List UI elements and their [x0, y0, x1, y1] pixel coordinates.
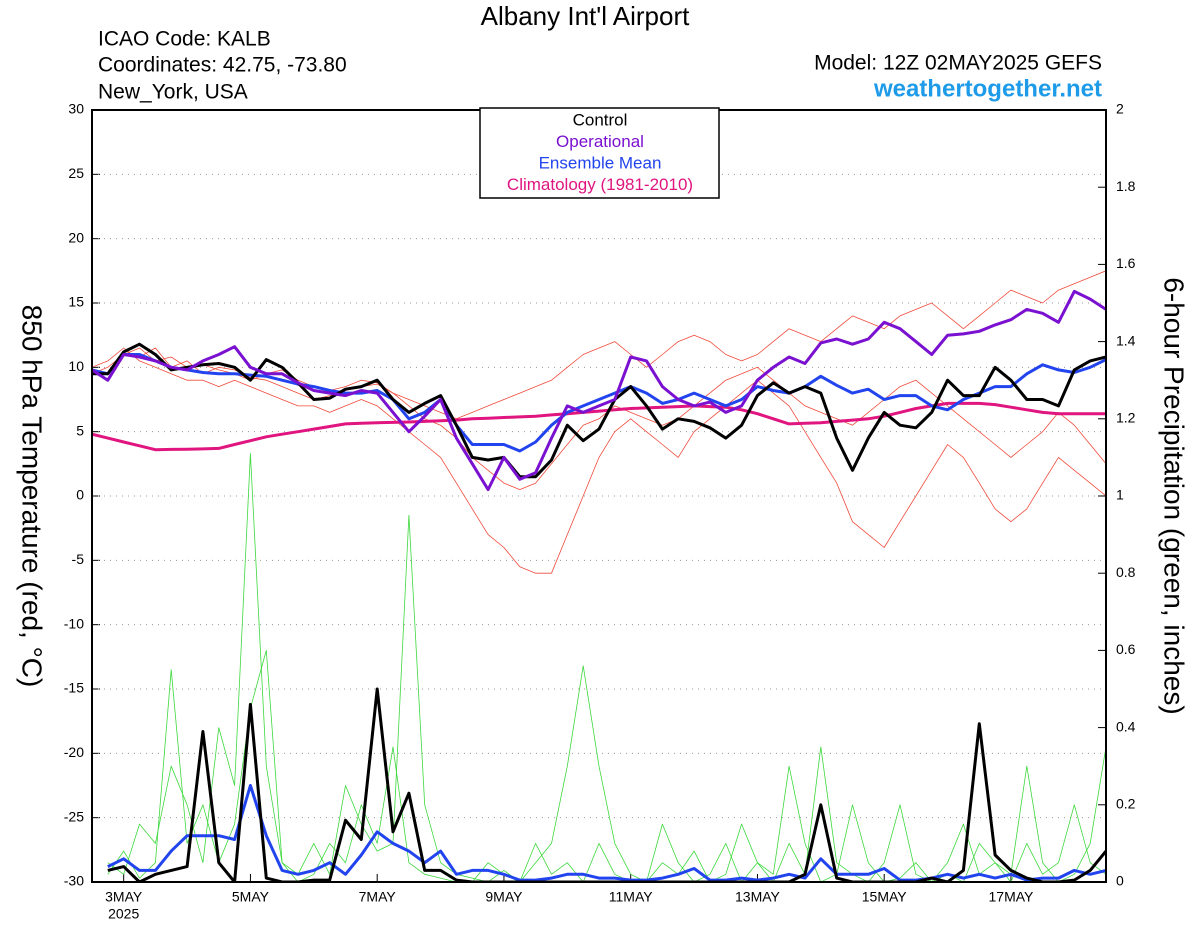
legend-entry: Ensemble Mean [539, 153, 662, 172]
x-tick-label: 17MAY [989, 889, 1035, 905]
station-info: New_York, USA [98, 81, 248, 104]
y-tick-label: -30 [64, 873, 84, 889]
series-line [107, 514, 1106, 882]
y2-tick-label: 0.4 [1116, 718, 1136, 734]
website: weathertogether.net [873, 75, 1102, 102]
station-info: ICAO Code: KALB [98, 28, 271, 51]
y-tick-label: 25 [68, 165, 84, 181]
series-line [92, 353, 1106, 453]
y-tick-label: 5 [76, 422, 84, 438]
model-info: Model: 12Z 02MAY2025 GEFS [814, 52, 1102, 75]
x-tick-label: 5MAY [232, 889, 270, 905]
y-tick-label: -15 [64, 680, 84, 696]
x-tick-label: 15MAY [862, 889, 908, 905]
y-tick-label: -20 [64, 744, 84, 760]
series-line [92, 347, 1106, 574]
series-line [92, 347, 1106, 490]
y2-tick-label: 1.4 [1116, 332, 1136, 348]
x-tick-year: 2025 [108, 906, 139, 922]
series-line [107, 453, 1106, 882]
legend-box [479, 107, 720, 199]
x-tick-label: 3MAY [105, 889, 143, 905]
y2-tick-label: 1.8 [1116, 178, 1136, 194]
y-axis-label: 850 hPa Temperature (red, °C) [17, 305, 48, 688]
legend-entry: Operational [556, 132, 644, 151]
y-tick-label: -25 [64, 808, 84, 824]
y-tick-label: 20 [68, 229, 84, 245]
y2-tick-label: 0.6 [1116, 641, 1136, 657]
series-line [92, 270, 1106, 420]
series-line [107, 687, 1106, 882]
y-tick-label: -5 [72, 551, 85, 567]
series-line [107, 784, 1106, 882]
station-info: Coordinates: 42.75, -73.80 [98, 54, 347, 77]
series-line [92, 401, 1106, 452]
y2-tick-label: 1.2 [1116, 410, 1136, 426]
y-tick-label: 15 [68, 294, 84, 310]
chart-title: Albany Int'l Airport [481, 1, 691, 31]
y-tick-label: 10 [68, 358, 84, 374]
y2-tick-label: 0 [1116, 873, 1124, 889]
y2-tick-label: 0.8 [1116, 564, 1136, 580]
y2-tick-label: 0.2 [1116, 796, 1136, 812]
series-line [92, 342, 1106, 479]
series-line [92, 289, 1106, 492]
y2-tick-label: 2 [1116, 101, 1124, 117]
legend-entry: Control [573, 110, 628, 129]
x-tick-label: 11MAY [609, 889, 653, 905]
y-tick-label: 30 [68, 101, 84, 117]
x-tick-label: 9MAY [485, 889, 523, 905]
y2-axis-label: 6-hour Precipitation (green, inches) [1159, 277, 1190, 714]
x-tick-label: 13MAY [735, 889, 781, 905]
y-tick-label: 0 [76, 487, 84, 503]
y-tick-label: -10 [64, 615, 84, 631]
y2-tick-label: 1.6 [1116, 255, 1136, 271]
y2-tick-label: 1 [1116, 487, 1124, 503]
x-tick-label: 7MAY [359, 889, 397, 905]
legend-entry: Climatology (1981-2010) [507, 175, 693, 194]
